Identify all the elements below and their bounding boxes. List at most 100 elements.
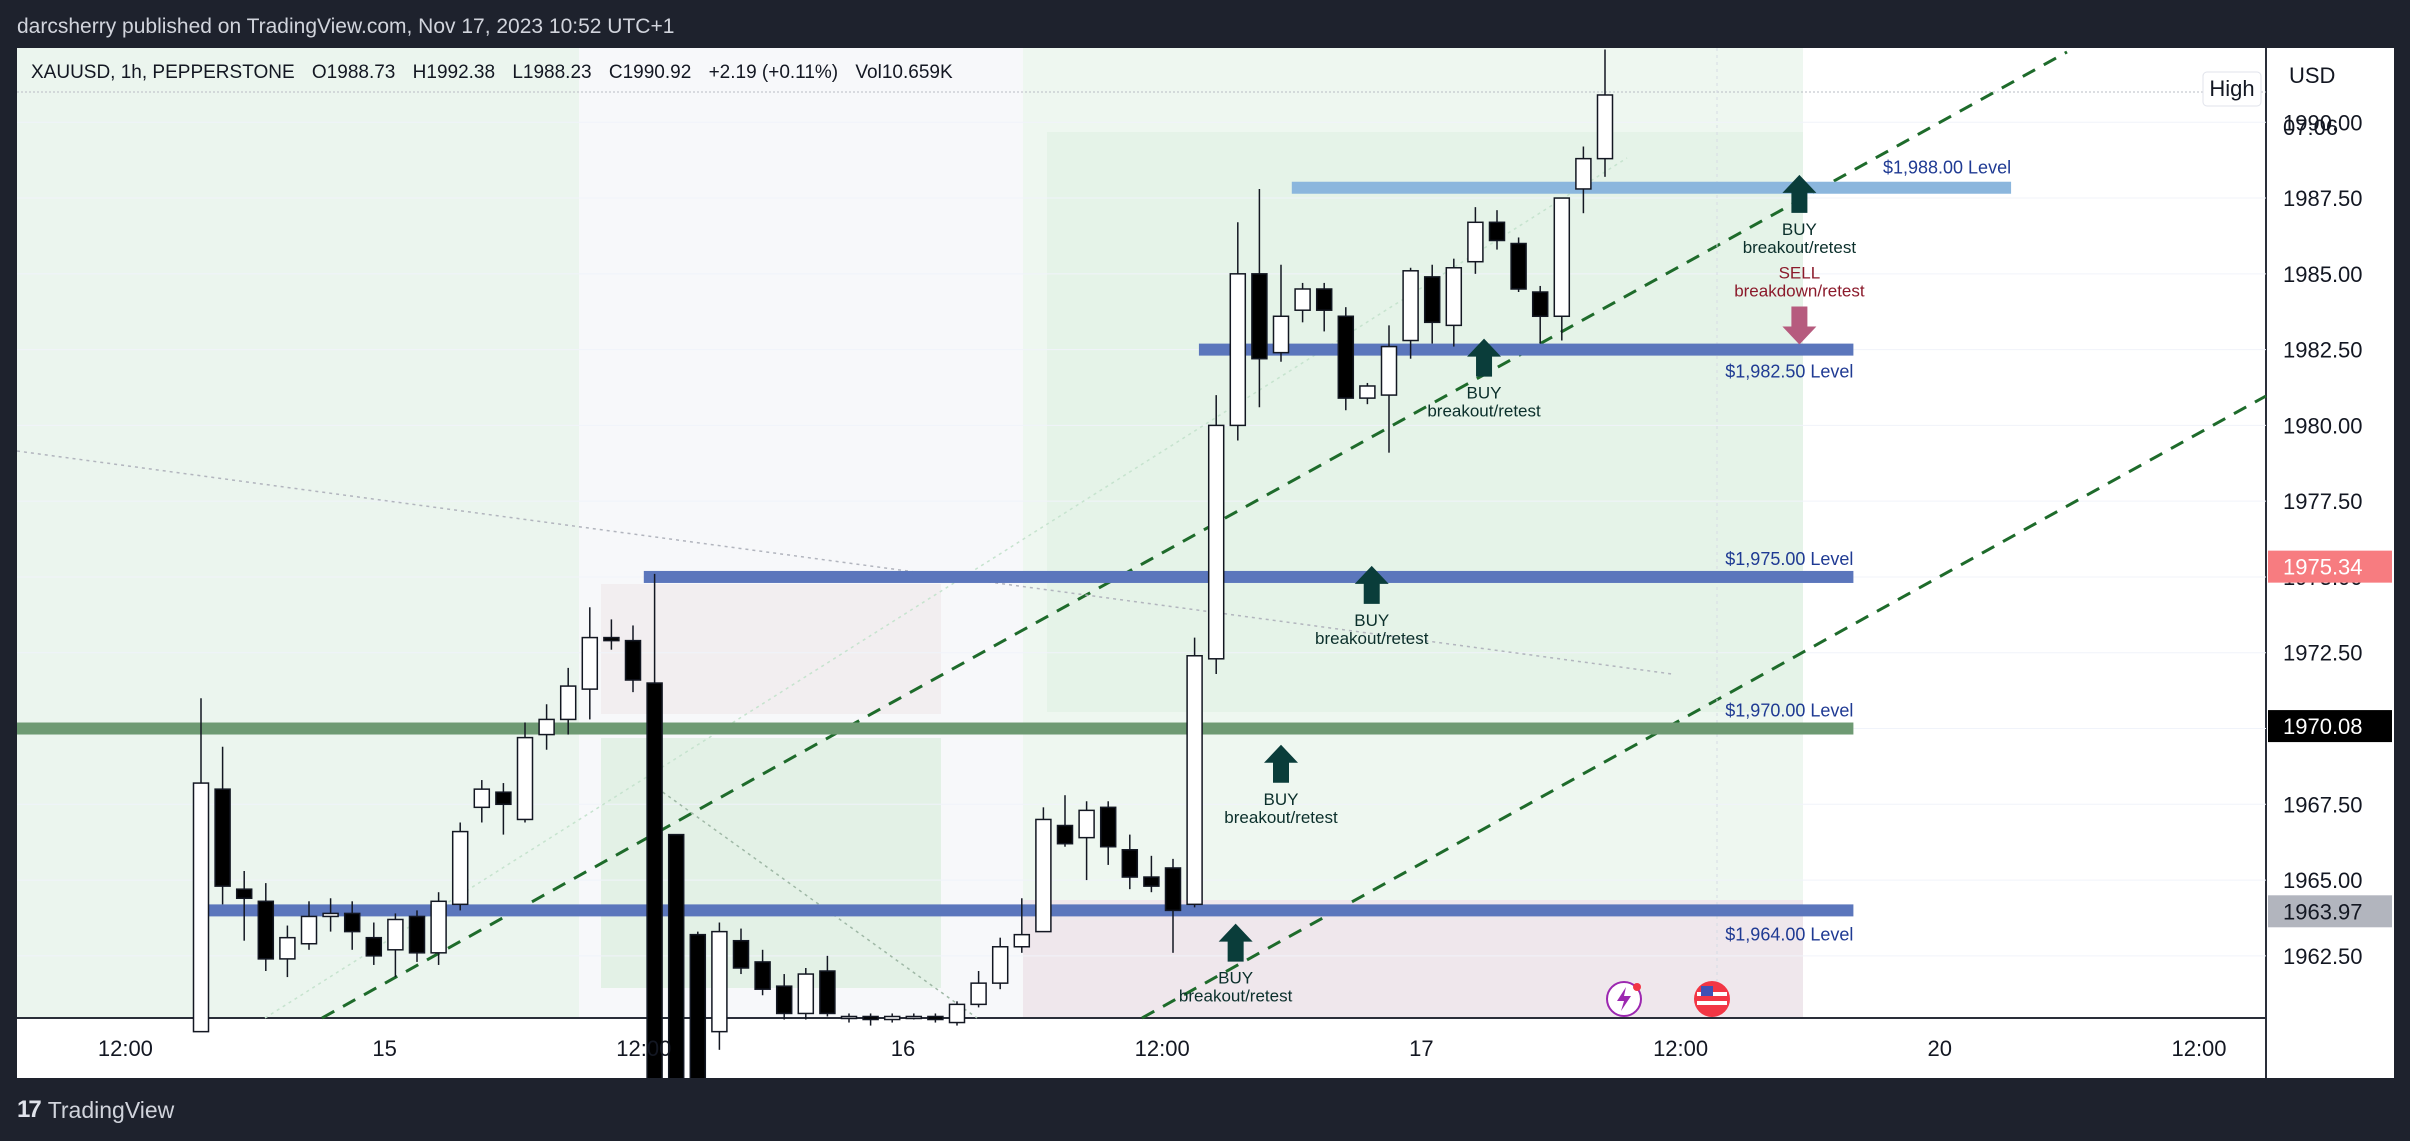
- candle-down: [646, 682, 663, 1078]
- zone-green-inner: [1047, 132, 1803, 712]
- candle-down: [1251, 273, 1268, 360]
- candle-up: [538, 718, 555, 736]
- y-tick-label: 1985.00: [2283, 262, 2363, 287]
- legend-close: C1990.92: [609, 62, 691, 83]
- tradingview-brand[interactable]: 17 TradingView: [17, 1096, 174, 1124]
- candle-up: [451, 830, 469, 906]
- x-tick-label: 17: [1409, 1036, 1433, 1061]
- buy-sublabel: breakout/retest: [1224, 808, 1338, 827]
- grid-layer: [17, 121, 2266, 957]
- x-tick-label: 12:00: [1653, 1036, 1708, 1061]
- legend-low: L1988.23: [512, 62, 591, 83]
- candle-up: [905, 1015, 923, 1020]
- y-tick-label: 1982.50: [2283, 338, 2363, 363]
- candle-down: [819, 970, 836, 1015]
- candle-down: [1315, 288, 1333, 311]
- legend-open: O1988.73: [312, 62, 395, 83]
- y-tick-label: 1967.50: [2283, 792, 2363, 817]
- candle-down: [754, 961, 771, 990]
- tradingview-logo-icon: 17: [17, 1096, 42, 1123]
- candle-layer: [192, 49, 1614, 1078]
- y-tick-label: 1980.00: [2283, 413, 2363, 438]
- axis-layer: 1962.501965.001967.501970.001972.501975.…: [98, 110, 2392, 1061]
- candle-down: [495, 791, 512, 806]
- candle-down: [667, 833, 685, 1078]
- price-badge: [2268, 710, 2392, 743]
- x-tick-label: 20: [1928, 1036, 1952, 1061]
- candle-down: [1164, 867, 1182, 912]
- chart-frame[interactable]: $1,988.00 Level $1,982.50 Level $1,975.00 …: [17, 48, 2394, 1078]
- legend-change: +2.19 (+0.11%): [709, 62, 839, 83]
- legend-line: XAUUSD, 1h, PEPPERSTONE O1988.73 H1992.3…: [31, 62, 953, 83]
- faint-trend-line: [264, 157, 1628, 1019]
- buy-sublabel: breakout/retest: [1427, 402, 1541, 421]
- us-flag-icon[interactable]: [1694, 981, 1730, 1017]
- level-label: $1,988.00 Level: [1883, 158, 2011, 178]
- candle-up: [430, 900, 447, 954]
- candle-down: [214, 788, 231, 887]
- candle-up: [1294, 288, 1311, 311]
- time-axis-panel[interactable]: [17, 1018, 2266, 1078]
- zone-pink-right: [1023, 900, 1803, 1018]
- trend-line-upper: [321, 50, 2068, 1020]
- buy-sublabel: breakout/retest: [1743, 238, 1857, 257]
- price-chart[interactable]: $1,988.00 Level $1,982.50 Level $1,975.00 …: [17, 48, 2394, 1078]
- x-tick-label: 16: [891, 1036, 915, 1061]
- price-badge: [2268, 895, 2392, 928]
- candle-up: [1207, 424, 1225, 660]
- candle-down: [1423, 276, 1441, 324]
- candle-up: [797, 973, 815, 1015]
- candle-up: [1013, 933, 1031, 948]
- level-label: $1,970.00 Level: [1725, 701, 1853, 721]
- buy-label: BUY: [1218, 969, 1253, 988]
- level-line: [1198, 343, 1854, 356]
- x-tick-label: 12:00: [1135, 1036, 1190, 1061]
- candle-up: [322, 912, 339, 918]
- candle-down: [1056, 824, 1074, 845]
- candle-down: [408, 915, 426, 954]
- candle-up: [1445, 267, 1463, 327]
- buy-label: BUY: [1782, 220, 1817, 239]
- candle-down: [257, 900, 275, 960]
- level-line: [643, 570, 1854, 583]
- legend-high: H1992.38: [413, 62, 495, 83]
- x-tick-label: 12:00: [2171, 1036, 2226, 1061]
- candle-down: [343, 912, 361, 933]
- lightning-icon[interactable]: [1606, 981, 1642, 1017]
- buy-label: BUY: [1264, 790, 1299, 809]
- candle-down: [1488, 221, 1506, 242]
- y-tick-label: 1962.50: [2283, 944, 2363, 969]
- candle-up: [1186, 655, 1203, 906]
- candle-down: [862, 1015, 879, 1021]
- candle-up: [1359, 385, 1376, 399]
- candle-down: [1143, 876, 1160, 887]
- level-line: [201, 904, 1854, 917]
- buy-sublabel: breakout/retest: [1315, 629, 1429, 648]
- candle-down: [775, 985, 793, 1015]
- price-badge-label: 1970.08: [2283, 714, 2363, 739]
- bar-countdown: 07:06: [2283, 115, 2338, 140]
- candle-up: [1380, 345, 1398, 396]
- level-label: $1,982.50 Level: [1725, 362, 1853, 382]
- brand-label: TradingView: [47, 1096, 175, 1123]
- buy-arrow-icon: [1354, 565, 1389, 604]
- buy-arrow-icon: [1218, 923, 1253, 962]
- currency-button[interactable]: USD: [2289, 63, 2335, 88]
- candle-down: [927, 1015, 944, 1021]
- publish-info: darcsherry published on TradingView.com,…: [17, 15, 675, 38]
- price-badge-label: 1975.34: [2283, 555, 2363, 580]
- level-line: [17, 722, 1854, 735]
- annotation-layer: BUYbreakout/retestBUYbreakout/retestBUYb…: [1179, 174, 1865, 1006]
- level-layer: $1,988.00 Level $1,982.50 Level $1,975.00 …: [17, 158, 2012, 944]
- candle-up: [1553, 197, 1571, 318]
- high-badge[interactable]: [2202, 71, 2262, 107]
- x-tick-label: 12:00: [616, 1036, 671, 1061]
- price-badge: [2268, 550, 2392, 583]
- y-tick-label: 1987.50: [2283, 186, 2363, 211]
- buy-arrow-icon: [1782, 174, 1817, 213]
- candle-down: [1531, 291, 1549, 318]
- faint-dotted-line: [17, 450, 1673, 675]
- sell-arrow-icon: [1782, 306, 1817, 345]
- y-tick-label: 1972.50: [2283, 641, 2363, 666]
- y-tick-label: 1990.00: [2283, 110, 2363, 135]
